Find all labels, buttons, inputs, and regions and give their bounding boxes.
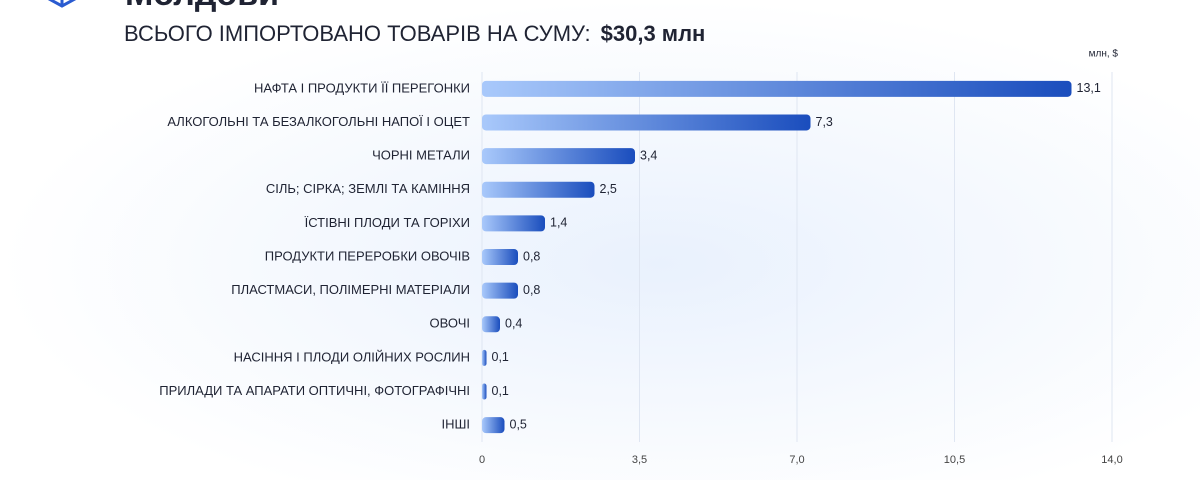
bar bbox=[482, 249, 518, 265]
value-label: 0,5 bbox=[510, 417, 527, 431]
chart-title: Молдови bbox=[125, 0, 279, 13]
bar bbox=[482, 148, 635, 165]
bar bbox=[482, 417, 505, 434]
bar bbox=[482, 316, 500, 333]
value-label: 0,8 bbox=[523, 283, 540, 297]
bar bbox=[482, 114, 811, 131]
x-tick-label: 0 bbox=[479, 454, 485, 466]
category-label: ЇСТІВНІ ПЛОДИ ТА ГОРІХИ bbox=[305, 215, 470, 230]
bar bbox=[482, 349, 487, 366]
category-label: ЧОРНІ МЕТАЛИ bbox=[372, 148, 470, 163]
x-tick-label: 10,5 bbox=[944, 454, 965, 466]
value-label: 3,4 bbox=[640, 148, 657, 162]
category-label: ІНШІ bbox=[441, 417, 470, 432]
category-label: ПРИЛАДИ ТА АПАРАТИ ОПТИЧНІ, ФОТОГРАФІЧНІ bbox=[159, 383, 470, 398]
value-label: 0,4 bbox=[505, 317, 522, 331]
bar bbox=[482, 181, 595, 198]
category-label: ОВОЧІ bbox=[430, 316, 470, 331]
x-tick-label: 3,5 bbox=[632, 454, 647, 466]
x-tick-label: 7,0 bbox=[789, 454, 804, 466]
value-label: 7,3 bbox=[816, 115, 833, 129]
value-label: 0,1 bbox=[492, 350, 509, 364]
category-label: ПРОДУКТИ ПЕРЕРОБКИ ОВОЧІВ bbox=[265, 248, 470, 263]
category-label: ПЛАСТМАСИ, ПОЛІМЕРНІ МАТЕРІАЛИ bbox=[231, 282, 470, 297]
category-label: АЛКОГОЛЬНІ ТА БЕЗАЛКОГОЛЬНІ НАПОЇ І ОЦЕТ bbox=[167, 114, 470, 129]
category-label: НАСІННЯ І ПЛОДИ ОЛІЙНИХ РОСЛИН bbox=[234, 349, 470, 364]
chart-subtitle-total: $30,3 млн bbox=[601, 21, 706, 46]
bar bbox=[482, 215, 545, 232]
value-label: 0,8 bbox=[523, 249, 540, 263]
logo-icon bbox=[47, 0, 77, 8]
chart-subtitle: ВСЬОГО ІМПОРТОВАНО ТОВАРІВ НА СУМУ: bbox=[124, 21, 591, 46]
unit-label: млн, $ bbox=[1089, 49, 1119, 60]
value-label: 0,1 bbox=[492, 384, 509, 398]
value-label: 1,4 bbox=[550, 216, 567, 230]
value-label: 2,5 bbox=[600, 182, 617, 196]
category-label: НАФТА І ПРОДУКТИ ЇЇ ПЕРЕГОНКИ bbox=[254, 80, 470, 95]
bar bbox=[482, 80, 1072, 97]
x-tick-label: 14,0 bbox=[1101, 454, 1122, 466]
bar bbox=[482, 383, 487, 400]
category-label: СІЛЬ; СІРКА; ЗЕМЛІ ТА КАМІННЯ bbox=[266, 181, 470, 196]
value-label: 13,1 bbox=[1077, 81, 1101, 95]
bar bbox=[482, 282, 518, 299]
